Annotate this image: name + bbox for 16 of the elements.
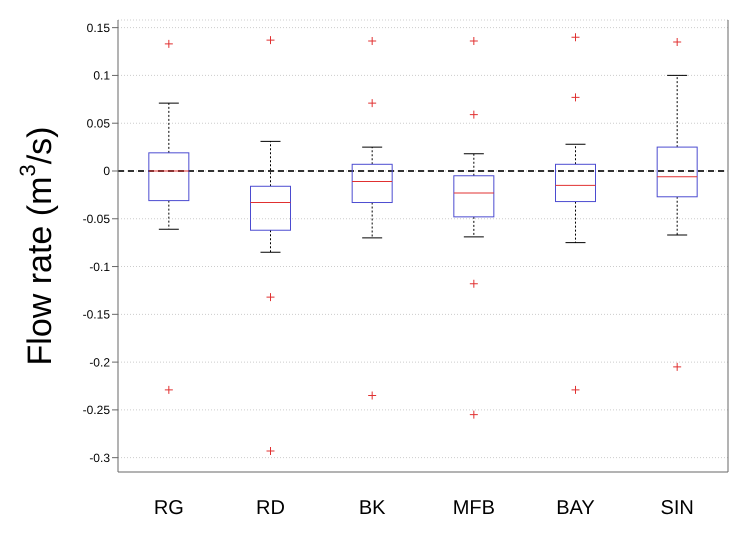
y-tick-label: 0.15 bbox=[86, 20, 110, 35]
y-tick-label: -0.05 bbox=[82, 212, 110, 226]
y-tick-label: -0.25 bbox=[82, 403, 110, 418]
x-tick-label: SIN bbox=[660, 497, 694, 520]
x-tick-label: BAY bbox=[556, 497, 595, 520]
x-tick-label: MFB bbox=[452, 497, 495, 520]
x-tick-label: RD bbox=[256, 497, 285, 520]
y-tick-label: -0.15 bbox=[82, 308, 110, 322]
x-tick-label: RG bbox=[154, 497, 184, 520]
y-tick-label: -0.3 bbox=[89, 450, 110, 465]
y-tick-label: 0 bbox=[103, 164, 110, 178]
y-tick-label: -0.2 bbox=[89, 355, 110, 370]
x-tick-label: BK bbox=[358, 497, 386, 520]
y-tick-label: -0.1 bbox=[89, 260, 110, 274]
y-tick-label: 0.05 bbox=[86, 116, 110, 130]
y-tick-label: 0.1 bbox=[93, 68, 110, 83]
